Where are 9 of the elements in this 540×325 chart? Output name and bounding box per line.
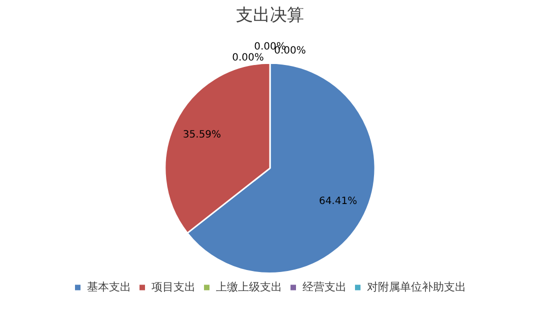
legend-label: 项目支出 xyxy=(151,280,196,294)
legend-label: 上缴上级支出 xyxy=(216,280,282,294)
text: 0.00% xyxy=(232,52,264,64)
legend-label: 经营支出 xyxy=(302,280,346,294)
legend-label: 基本支出 xyxy=(86,280,131,294)
data-label: 64.41% xyxy=(318,196,358,207)
chart-title: 支出决算 xyxy=(236,6,304,26)
data-label: 35.59% xyxy=(182,130,222,141)
legend-label: 对附属单位补助支出 xyxy=(366,280,466,294)
